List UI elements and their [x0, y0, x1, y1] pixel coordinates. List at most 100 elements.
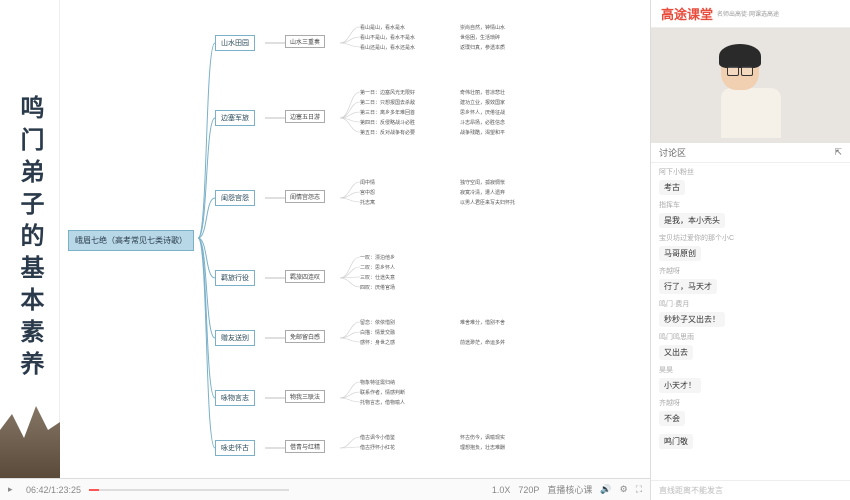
msg-text: 小天才！	[659, 378, 701, 393]
side-panel: 高途课堂 名师出高徒·网课选高途 讨论区 ⇱ 阿下小粉丝考古指挥车是我，本小秃头…	[650, 0, 850, 500]
expand-icon[interactable]: ⇱	[834, 147, 842, 158]
teacher-avatar	[721, 48, 781, 138]
chat-message: 鸣门鸣思雨又出去	[659, 332, 842, 360]
tail-node: 世俗困，生活琐碎	[460, 34, 500, 41]
leaf-node: 联系作者，情感判断	[360, 389, 405, 396]
topic-node: 闺情宫怨志	[285, 190, 325, 203]
leaf-node: 宫中怨	[360, 189, 375, 196]
msg-text: 马哥原创	[659, 246, 701, 261]
tail-node: 难舍难分，惜别不舍	[460, 319, 505, 326]
slide-area: 鸣门弟子的基本素养 峨眉七绝（高考常见七类诗歌） 山水田园 山水三重奏 看山是山，看…	[0, 0, 650, 478]
category-node: 咏史怀古	[215, 440, 255, 456]
leaf-node: 留恋：依依惜别	[360, 319, 395, 326]
leaf-node: 托志寓	[360, 199, 375, 206]
tail-node: 崇尚自然，钟情山水	[460, 24, 505, 31]
tail-node: 以男人君臣来写夫妇怀托	[460, 199, 515, 206]
slide-title: 鸣门弟子的基本素养	[12, 95, 47, 383]
fullscreen-icon[interactable]: ⛶	[636, 484, 642, 495]
topic-node: 免邮留白感	[285, 330, 325, 343]
chat-message: 鸣门·费月秒秒子又出去！	[659, 299, 842, 327]
chat-message: 昊昊小天才！	[659, 365, 842, 393]
msg-text: 又出去	[659, 345, 693, 360]
leaf-node: 借古抒怀小红花	[360, 444, 395, 451]
leaf-node: 感怀：身世之感	[360, 339, 395, 346]
chat-message: 宝贝坊过爱你的那个小C 马哥原创	[659, 233, 842, 261]
tail-node: 思乡怀人，厌倦征战	[460, 109, 505, 116]
msg-text: 不会	[659, 411, 685, 426]
category-node: 边塞军旅	[215, 110, 255, 126]
leaf-node: 借古讽今小借鉴	[360, 434, 395, 441]
chat-header: 讨论区 ⇱	[651, 143, 850, 163]
leaf-node: 三叹：仕途失意	[360, 274, 395, 281]
title-sidebar: 鸣门弟子的基本素养	[0, 0, 60, 478]
tail-node: 斗志昂扬，必胜信念	[460, 119, 505, 126]
msg-user: 指挥车	[659, 200, 842, 210]
chat-message: 阿下小粉丝考古	[659, 167, 842, 195]
leaf-node: 第三日：离乡多年难回首	[360, 109, 415, 116]
msg-user: 阿下小粉丝	[659, 167, 842, 177]
msg-user: 昊昊	[659, 365, 842, 375]
msg-text: 秒秒子又出去！	[659, 312, 725, 327]
topic-node: 借青与红精	[285, 440, 325, 453]
progress-bar[interactable]	[89, 489, 289, 491]
category-node: 闺怨宫怨	[215, 190, 255, 206]
leaf-node: 第五日：反对战争有必要	[360, 129, 415, 136]
brand-name: 高途课堂	[661, 4, 713, 23]
chat-messages: 阿下小粉丝考古指挥车是我，本小秃头宝贝坊过爱你的那个小C马哥原创齐越呀行了，马天…	[651, 163, 850, 480]
msg-user: 鸣门·费月	[659, 299, 842, 309]
brand-header: 高途课堂 名师出高徒·网课选高途	[651, 0, 850, 28]
msg-user: 齐越呀	[659, 266, 842, 276]
leaf-node: 托物言志，借物喻人	[360, 399, 405, 406]
msg-text: 考古	[659, 180, 685, 195]
tail-node: 前途渺茫，命运多舛	[460, 339, 505, 346]
leaf-node: 看山还是山，看水还是水	[360, 44, 415, 51]
settings-icon[interactable]: ⚙	[620, 484, 628, 495]
msg-user: 齐越呀	[659, 398, 842, 408]
leaf-node: 看山不是山，看水不是水	[360, 34, 415, 41]
leaf-node: 一叹：漂泊他乡	[360, 254, 395, 261]
leaf-node: 看山是山，看水是水	[360, 24, 405, 31]
msg-user: 鸣门鸣思雨	[659, 332, 842, 342]
leaf-node: 闺中情	[360, 179, 375, 186]
leaf-node: 第四日：反侵略战斗必胜	[360, 119, 415, 126]
category-node: 赠友送别	[215, 330, 255, 346]
leaf-node: 第二日：只想报国去杀敌	[360, 99, 415, 106]
msg-user: 宝贝坊过爱你的那个小C	[659, 233, 842, 243]
category-node: 羁旅行役	[215, 270, 255, 286]
topic-node: 羁旅四连叹	[285, 270, 325, 283]
quality-control[interactable]: 720P	[518, 485, 539, 495]
msg-text: 鸣门敬	[659, 434, 693, 449]
mode-label: 直播核心课	[547, 483, 592, 496]
mountain-decoration	[0, 398, 60, 478]
tail-node: 理想抱负，壮志难酬	[460, 444, 505, 451]
brand-slogan: 名师出高徒·网课选高途	[717, 9, 779, 18]
tail-node: 奇伟壮丽，苍凉悲壮	[460, 89, 505, 96]
leaf-node: 第一日：边塞风光无限好	[360, 89, 415, 96]
msg-text: 行了，马天才	[659, 279, 717, 294]
speed-control[interactable]: 1.0X	[492, 485, 511, 495]
category-node: 咏物言志	[215, 390, 255, 406]
play-button[interactable]: ▸	[8, 485, 18, 495]
topic-node: 山水三重奏	[285, 35, 325, 48]
time-display: 06:42/1:23:25	[26, 485, 81, 495]
tail-node: 建功立业，报效国家	[460, 99, 505, 106]
topic-node: 边塞五日游	[285, 110, 325, 123]
tail-node: 战争残酷，渴望和平	[460, 129, 505, 136]
tail-node: 返璞归真，参透本质	[460, 44, 505, 51]
tail-node: 寂寞冷清，遭人遗弃	[460, 189, 505, 196]
chat-message: 鸣门敬	[659, 431, 842, 449]
leaf-node: 二叹：思乡怀人	[360, 264, 395, 271]
chat-input[interactable]: 直线距离不能发言	[651, 480, 850, 500]
volume-icon[interactable]: 🔊	[600, 484, 611, 495]
chat-message: 指挥车是我，本小秃头	[659, 200, 842, 228]
leaf-node: 物象特征需归纳	[360, 379, 395, 386]
mindmap: 峨眉七绝（高考常见七类诗歌） 山水田园 山水三重奏 看山是山，看水是水 崇尚自然，钟情…	[60, 0, 650, 478]
topic-node: 物我三联法	[285, 390, 325, 403]
leaf-node: 四叹：厌倦官场	[360, 284, 395, 291]
msg-text: 是我，本小秃头	[659, 213, 725, 228]
chat-message: 齐越呀不会	[659, 398, 842, 426]
root-node: 峨眉七绝（高考常见七类诗歌）	[68, 230, 194, 251]
category-node: 山水田园	[215, 35, 255, 51]
chat-message: 齐越呀行了，马天才	[659, 266, 842, 294]
main-panel: 鸣门弟子的基本素养 峨眉七绝（高考常见七类诗歌） 山水田园 山水三重奏 看山是山，看…	[0, 0, 650, 500]
